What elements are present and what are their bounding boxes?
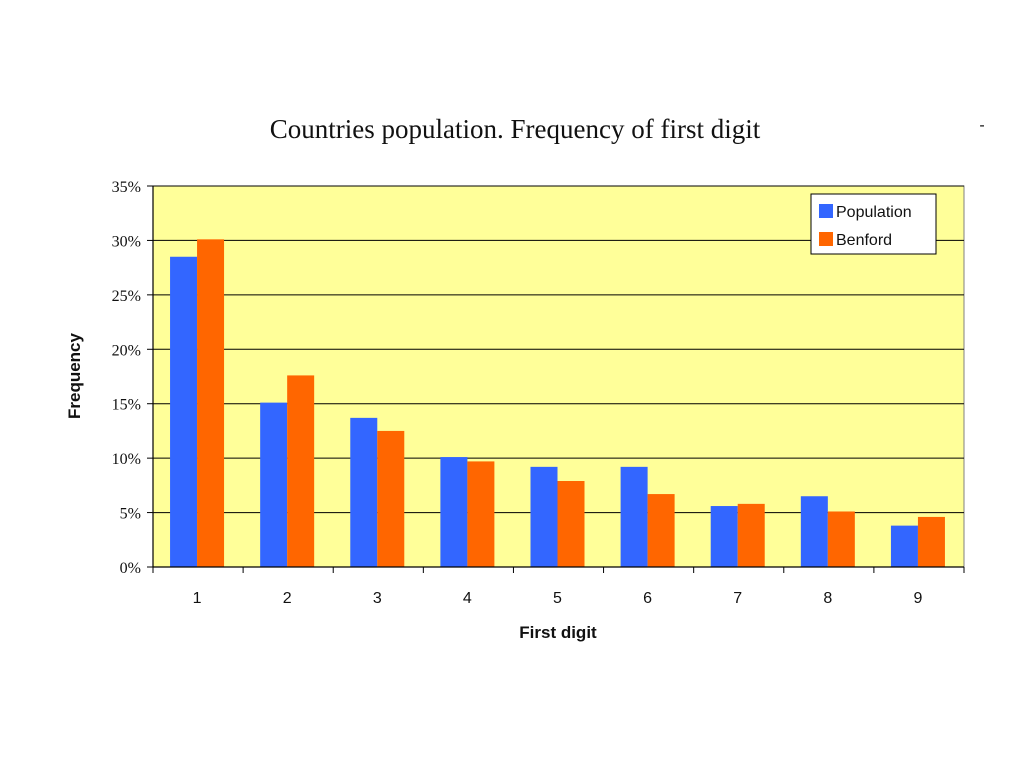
bar-benford-3 — [377, 430, 405, 567]
y-tick-label: 10% — [112, 451, 141, 468]
bar-benford-1 — [197, 239, 225, 567]
bar-population-8 — [800, 496, 828, 567]
bar-benford-9 — [917, 516, 945, 567]
x-tick-label: 4 — [463, 590, 472, 607]
x-tick-label: 7 — [733, 590, 742, 607]
bar-benford-2 — [287, 375, 315, 567]
chart-title: Countries population. Frequency of first… — [270, 114, 761, 144]
y-tick-label: 5% — [120, 506, 141, 523]
bar-population-9 — [890, 525, 918, 567]
bar-population-6 — [620, 466, 648, 567]
bar-population-1 — [170, 256, 198, 567]
x-tick-label: 9 — [913, 590, 922, 607]
x-tick-label: 1 — [193, 590, 202, 607]
x-tick-label: 5 — [553, 590, 562, 607]
legend-swatch-population — [819, 204, 833, 218]
bar-benford-5 — [557, 481, 585, 567]
bar-population-2 — [260, 402, 288, 567]
legend-label-population: Population — [836, 204, 912, 221]
y-axis-label: Frequency — [65, 332, 84, 419]
bar-benford-4 — [467, 461, 495, 567]
legend-swatch-benford — [819, 232, 833, 246]
bar-population-7 — [710, 506, 738, 567]
bar-population-4 — [440, 457, 468, 567]
x-tick-label: 6 — [643, 590, 652, 607]
y-tick-label: 20% — [112, 342, 141, 359]
y-tick-label: 35% — [112, 179, 141, 196]
axes — [147, 185, 965, 573]
stray-dash-mark: - — [979, 117, 984, 134]
x-tick-label: 8 — [823, 590, 832, 607]
x-axis-label: First digit — [519, 623, 597, 642]
y-tick-label: 25% — [112, 288, 141, 305]
legend-label-benford: Benford — [836, 232, 892, 249]
bar-population-3 — [350, 417, 378, 567]
tick-labels: 0% 5% 10% 15% 20% 25% 30% 35% 1 2 3 4 5 6 7 8 9 — [112, 179, 923, 607]
bar-benford-8 — [827, 511, 855, 567]
x-tick-label: 3 — [373, 590, 382, 607]
x-tick-label: 2 — [283, 590, 292, 607]
bar-benford-6 — [647, 494, 675, 567]
y-tick-label: 0% — [120, 560, 141, 577]
y-tick-label: 15% — [112, 397, 141, 414]
bar-benford-7 — [737, 503, 765, 567]
bars — [170, 239, 945, 567]
bar-population-5 — [530, 466, 558, 567]
y-tick-label: 30% — [112, 233, 141, 250]
legend: Population Benford — [810, 193, 937, 255]
